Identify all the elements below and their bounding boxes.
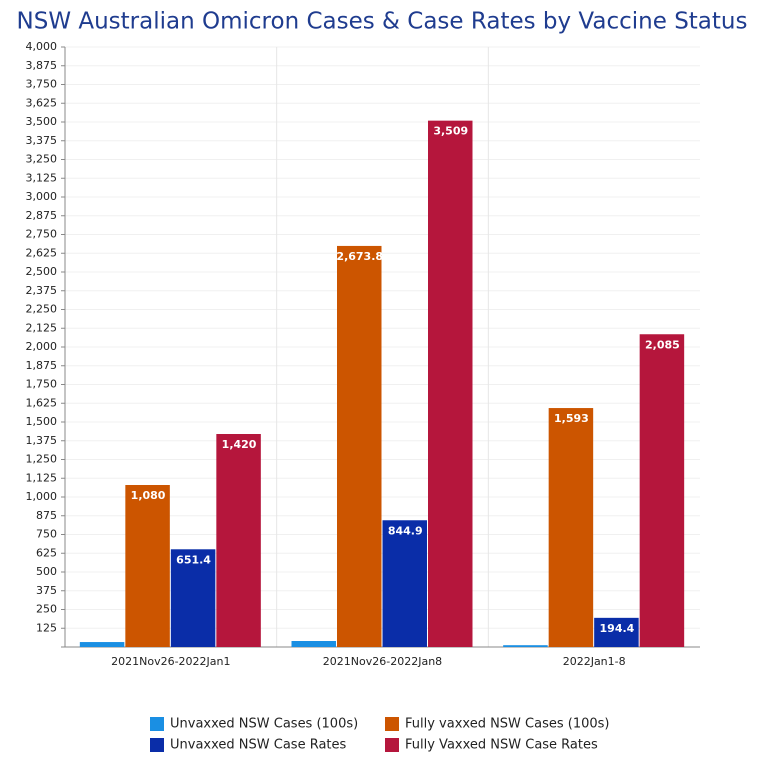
legend-label: Fully Vaxxed NSW Case Rates [405,738,598,753]
x-tick-label: 2021Nov26-2022Jan1 [111,655,230,668]
bar [639,334,685,647]
y-tick-label: 2,625 [26,246,58,259]
bar [382,520,427,647]
value-label: 194.4 [600,622,635,635]
y-tick-label: 2,000 [26,340,58,353]
y-tick-label: 3,625 [26,96,58,109]
y-tick-label: 250 [36,603,57,616]
y-tick-label: 1,125 [26,471,58,484]
value-label: 2,673.8 [336,250,383,263]
bar [337,245,382,647]
y-tick-label: 2,500 [26,265,58,278]
y-tick-label: 3,750 [26,78,58,91]
y-tick-label: 1,875 [26,359,58,372]
y-tick-label: 2,375 [26,284,58,297]
y-tick-label: 4,000 [26,40,58,53]
bar [125,485,170,647]
bar [428,120,473,647]
y-tick-label: 2,250 [26,303,58,316]
bar [291,641,336,647]
y-tick-label: 125 [36,621,57,634]
value-label: 844.9 [388,524,423,537]
y-tick-label: 1,375 [26,434,58,447]
value-label: 1,420 [222,438,257,451]
bar [170,549,216,647]
x-tick-label: 2021Nov26-2022Jan8 [323,655,442,668]
y-tick-label: 1,500 [26,415,58,428]
bar [594,617,639,647]
y-tick-label: 3,375 [26,134,58,147]
y-tick-label: 375 [36,584,57,597]
y-tick-label: 3,875 [26,59,58,72]
y-tick-label: 875 [36,509,57,522]
y-tick-label: 1,750 [26,378,58,391]
chart-title: NSW Australian Omicron Cases & Case Rate… [17,9,748,35]
bar [548,408,594,647]
value-label: 2,085 [645,338,680,351]
value-label: 3,509 [433,125,468,138]
y-tick-label: 1,625 [26,396,58,409]
y-tick-label: 2,875 [26,209,58,222]
y-tick-label: 3,500 [26,115,58,128]
legend-label: Unvaxxed NSW Cases (100s) [170,717,358,732]
legend-swatch [150,717,164,731]
y-tick-label: 3,125 [26,171,58,184]
legend-swatch [150,738,164,752]
y-tick-label: 2,750 [26,228,58,241]
y-tick-label: 3,250 [26,153,58,166]
y-tick-label: 500 [36,565,57,578]
legend-swatch [385,717,399,731]
value-label: 651.4 [176,553,211,566]
y-tick-label: 1,000 [26,490,58,503]
bar [216,434,261,647]
legend-label: Unvaxxed NSW Case Rates [170,738,347,753]
value-label: 1,080 [131,489,166,502]
x-tick-label: 2022Jan1-8 [563,655,626,668]
y-tick-label: 1,250 [26,453,58,466]
y-tick-label: 2,125 [26,321,58,334]
legend-label: Fully vaxxed NSW Cases (100s) [405,717,610,732]
y-tick-label: 750 [36,528,57,541]
legend-swatch [385,738,399,752]
y-tick-label: 625 [36,546,57,559]
bar [79,642,125,647]
y-tick-label: 3,000 [26,190,58,203]
value-label: 1,593 [554,412,589,425]
bar [503,645,548,647]
